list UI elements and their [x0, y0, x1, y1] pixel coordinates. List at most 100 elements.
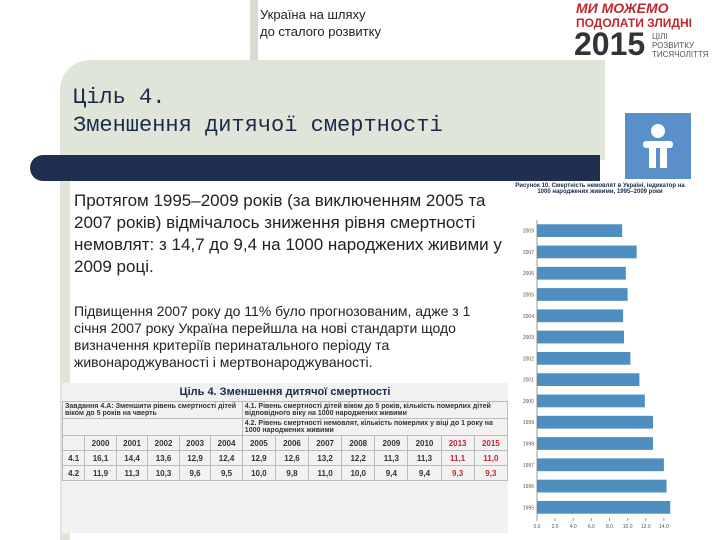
x-tick-label: 4.0: [570, 524, 577, 530]
logo-side: РОЗВИТКУ: [652, 41, 695, 50]
title-panel: [60, 60, 605, 160]
year-cell: 2006: [274, 435, 310, 451]
logo-side: ЦІЛІ: [652, 32, 668, 41]
bar: [537, 330, 624, 344]
y-tick-label: 2000: [523, 399, 534, 405]
table-row: Завдання 4.А: Зменшити рівень смертності…: [62, 401, 509, 419]
year-cell: 2008: [341, 435, 376, 451]
bar: [537, 394, 645, 408]
table-panel: Ціль 4. Зменшення дитячої смертності Зав…: [61, 383, 509, 533]
y-tick-label: 2009: [523, 229, 534, 235]
bar: [537, 458, 664, 472]
value-cell: 11,9: [84, 465, 117, 481]
y-tick-label: 2005: [523, 293, 534, 299]
bar: [537, 500, 671, 514]
bar: [537, 373, 640, 387]
value-cell: 12,2: [341, 450, 376, 466]
chart: 0.0 2.0 4.0 6.0 8.0 10.0 12.0 14.0 2009 2007 2006 2…: [523, 220, 671, 530]
navy-bar: [30, 155, 600, 181]
value-cell: 12,6: [274, 450, 310, 466]
year-cell: 2004: [210, 435, 243, 451]
y-tick-label: 2001: [523, 378, 534, 384]
year-cell: 2001: [115, 435, 149, 451]
year-cell: 2009: [374, 435, 409, 451]
year-cell: 2013: [440, 435, 475, 451]
value-cell: 9,5: [210, 465, 243, 481]
value-cell: 4.2: [61, 465, 86, 481]
y-tick-label: 1995: [523, 505, 534, 511]
x-tick-label: 12.0: [641, 524, 651, 530]
value-cell: 9,6: [178, 465, 212, 481]
value-cell: 11,3: [407, 450, 442, 466]
logo-side: ТИСЯЧОЛІТТЯ: [652, 50, 709, 59]
task-cell: Завдання 4.А: Зменшити рівень смертності…: [62, 401, 243, 419]
value-cell: 11,1: [440, 450, 475, 466]
value-cell: 10,0: [341, 465, 376, 481]
y-tick-label: 2002: [523, 356, 534, 362]
caption-line: до сталого розвитку: [260, 24, 381, 39]
y-tick-label: 1999: [523, 420, 534, 426]
value-cell: 10,3: [147, 465, 180, 481]
bar: [537, 288, 628, 301]
value-cell: 11,3: [115, 465, 149, 481]
chart-title: Рисунок 10. Смертність немовлят в Україн…: [515, 183, 685, 195]
value-cell: 13,2: [308, 450, 343, 466]
year-cell: 2015: [473, 435, 509, 451]
table-row: 2000 2001 2002 2003 2004 2005 2006 2007 2008 2009…: [61, 435, 509, 451]
x-tick-label: 10.0: [623, 524, 633, 530]
table-row: 4.2. Рівень смертності немовлят, кількіс…: [62, 418, 509, 436]
x-tick-label: 6.0: [588, 524, 595, 530]
title-line: Ціль 4.: [73, 85, 166, 110]
bar: [537, 479, 667, 493]
year-cell: 2000: [84, 435, 117, 451]
y-tick-label: 2004: [523, 314, 534, 320]
value-cell: 12,4: [210, 450, 243, 466]
indicator-cell: 4.2. Рівень смертності немовлят, кількіс…: [241, 418, 509, 436]
goal-icon: [625, 113, 691, 179]
value-cell: 12,9: [241, 450, 276, 466]
value-cell: 11,0: [308, 465, 343, 481]
paragraph: Підвищення 2007 року до 11% було прогноз…: [74, 303, 471, 370]
side-strip: [60, 160, 70, 540]
table: Завдання 4.А: Зменшити рівень смертності…: [61, 401, 509, 481]
logo: МИ МОЖЕМО ПОДОЛАТИ ЗЛИДНІ 2015 ЦІЛІ РОЗВ…: [572, 0, 712, 62]
table-row: 4.2 11,9 11,3 10,3 9,6 9,5 10,0 9,8 11,0 10,0 9,4 9…: [61, 465, 509, 481]
year-cell: 2005: [241, 435, 276, 451]
logo-top: МИ МОЖЕМО: [576, 0, 669, 16]
caption: Україна на шляху до сталого розвитку: [260, 6, 381, 40]
bar: [537, 224, 623, 238]
value-cell: 11,0: [473, 450, 509, 466]
value-cell: 14,4: [115, 450, 149, 466]
title: Ціль 4. Зменшення дитячої смертності: [73, 84, 443, 140]
table-row: 4.1 16,1 14,4 13,6 12,9 12,4 12,9 12,6 13,2 12,2 1…: [61, 450, 509, 466]
y-tick-label: 2007: [523, 250, 534, 256]
paragraph: Протягом 1995–2009 років (за виключенням…: [74, 191, 502, 276]
y-tick-label: 1997: [523, 463, 534, 469]
year-cell: 2007: [308, 435, 343, 451]
value-cell: 9,3: [473, 465, 509, 481]
year-cell: 2010: [407, 435, 442, 451]
year-cell: 2002: [147, 435, 180, 451]
value-cell: 16,1: [84, 450, 117, 466]
x-tick-label: 0.0: [534, 524, 541, 530]
indicator-cell: 4.1. Рівень смертності дітей віком до 5 …: [241, 401, 509, 419]
title-line: Зменшення дитячої смертності: [73, 113, 443, 138]
bar: [537, 437, 653, 450]
x-tick-label: 14.0: [659, 524, 669, 530]
bar: [537, 266, 626, 280]
x-tick-label: 2.0: [552, 524, 559, 530]
bar: [537, 245, 637, 259]
y-tick-label: 2006: [523, 271, 534, 277]
table-title: Ціль 4. Зменшення дитячої смертності: [179, 386, 391, 398]
x-tick-label: 8.0: [606, 524, 613, 530]
bar: [537, 309, 624, 323]
blank-cell: [61, 435, 86, 451]
value-cell: 9,4: [407, 465, 442, 481]
caption-line: Україна на шляху: [260, 7, 366, 22]
bar: [537, 415, 653, 429]
bar: [537, 351, 631, 365]
value-cell: 10,0: [241, 465, 276, 481]
y-tick-label: 1996: [523, 484, 534, 490]
strip: [250, 0, 258, 60]
